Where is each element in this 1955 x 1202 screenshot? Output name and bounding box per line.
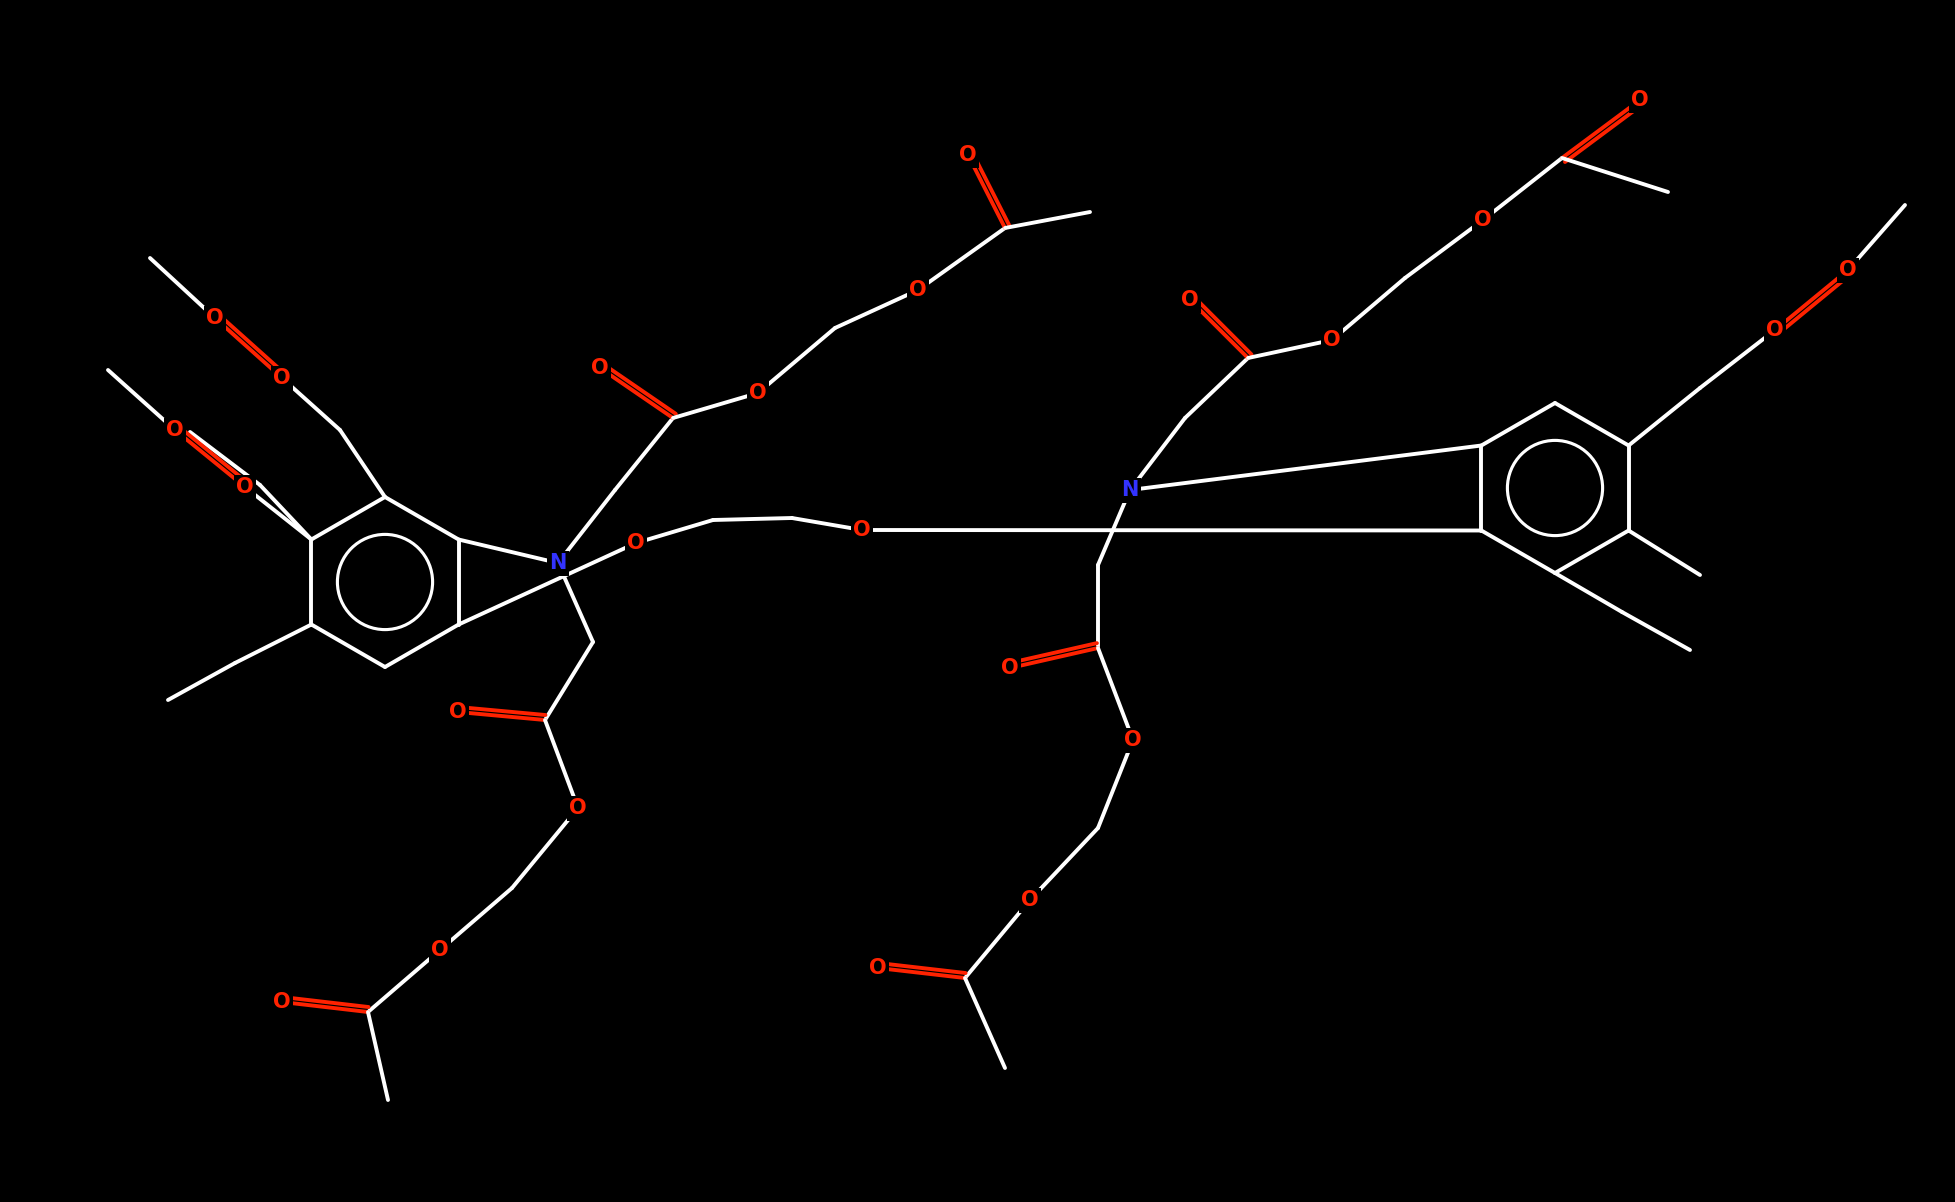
Text: O: O [274, 992, 291, 1012]
Text: O: O [590, 358, 608, 377]
Text: O: O [237, 477, 254, 496]
Text: O: O [1181, 290, 1198, 310]
Text: O: O [166, 419, 184, 440]
Text: O: O [1765, 320, 1783, 340]
Text: O: O [450, 702, 467, 722]
Text: O: O [1001, 657, 1019, 678]
Text: O: O [1630, 90, 1648, 111]
Text: O: O [1124, 730, 1142, 750]
Text: O: O [628, 532, 645, 553]
Text: O: O [569, 798, 586, 819]
Text: N: N [1122, 480, 1138, 500]
Text: O: O [852, 520, 870, 540]
Text: O: O [749, 383, 766, 403]
Text: O: O [205, 308, 223, 328]
Text: O: O [432, 940, 450, 960]
Text: O: O [870, 958, 888, 978]
Text: O: O [1021, 889, 1038, 910]
Text: O: O [1324, 331, 1341, 350]
Text: O: O [274, 368, 291, 388]
Text: O: O [1474, 210, 1492, 230]
Text: O: O [960, 145, 978, 165]
Text: O: O [909, 280, 927, 300]
Text: O: O [1840, 260, 1857, 280]
Text: N: N [549, 553, 567, 573]
